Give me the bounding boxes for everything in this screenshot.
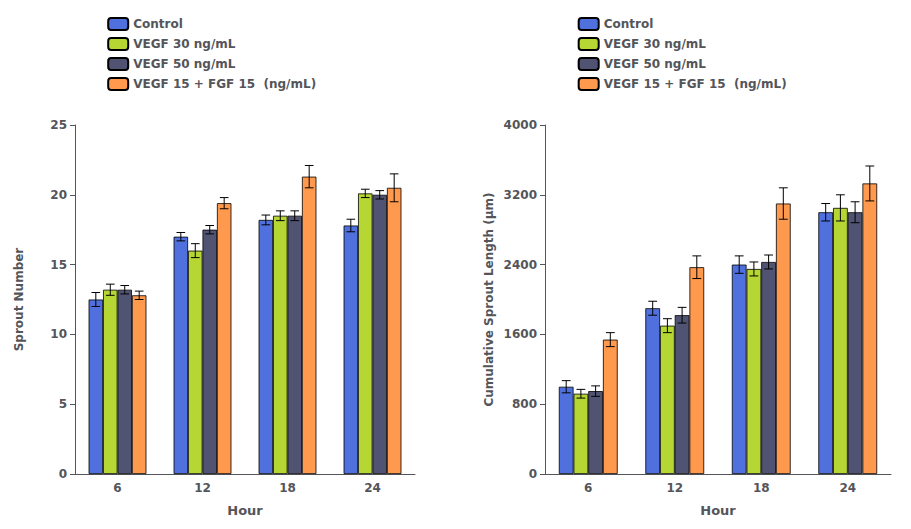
svg-text:20: 20: [50, 188, 67, 202]
svg-text:VEGF 30 ng/mL: VEGF 30 ng/mL: [604, 37, 707, 51]
svg-text:10: 10: [50, 327, 67, 341]
svg-text:Hour: Hour: [227, 503, 263, 518]
svg-text:VEGF 15 + FGF 15 (ng/mL): VEGF 15 + FGF 15 (ng/mL): [604, 77, 787, 91]
svg-text:VEGF 15 + FGF 15 (ng/mL): VEGF 15 + FGF 15 (ng/mL): [133, 77, 316, 91]
svg-text:Control: Control: [133, 17, 183, 31]
svg-text:VEGF 50 ng/mL: VEGF 50 ng/mL: [604, 57, 707, 71]
svg-text:1600: 1600: [504, 327, 537, 341]
svg-text:12: 12: [666, 481, 683, 495]
svg-text:Control: Control: [604, 17, 654, 31]
svg-text:800: 800: [512, 397, 537, 411]
svg-text:2400: 2400: [504, 258, 537, 272]
svg-text:6: 6: [113, 481, 121, 495]
svg-text:15: 15: [50, 258, 67, 272]
svg-text:24: 24: [364, 481, 381, 495]
svg-text:3200: 3200: [504, 188, 537, 202]
svg-text:VEGF 30 ng/mL: VEGF 30 ng/mL: [133, 37, 236, 51]
svg-text:Hour: Hour: [700, 503, 736, 518]
svg-text:12: 12: [194, 481, 211, 495]
svg-text:Sprout Number: Sprout Number: [12, 248, 26, 352]
svg-text:24: 24: [839, 481, 856, 495]
svg-text:0: 0: [59, 467, 67, 481]
svg-text:Cumulative Sprout Length (μm): Cumulative Sprout Length (μm): [482, 192, 496, 406]
svg-text:18: 18: [753, 481, 770, 495]
svg-text:6: 6: [584, 481, 592, 495]
svg-text:18: 18: [279, 481, 296, 495]
svg-text:4000: 4000: [504, 118, 537, 132]
svg-text:5: 5: [59, 397, 67, 411]
svg-text:VEGF 50 ng/mL: VEGF 50 ng/mL: [133, 57, 236, 71]
svg-text:25: 25: [50, 118, 67, 132]
svg-text:0: 0: [529, 467, 537, 481]
